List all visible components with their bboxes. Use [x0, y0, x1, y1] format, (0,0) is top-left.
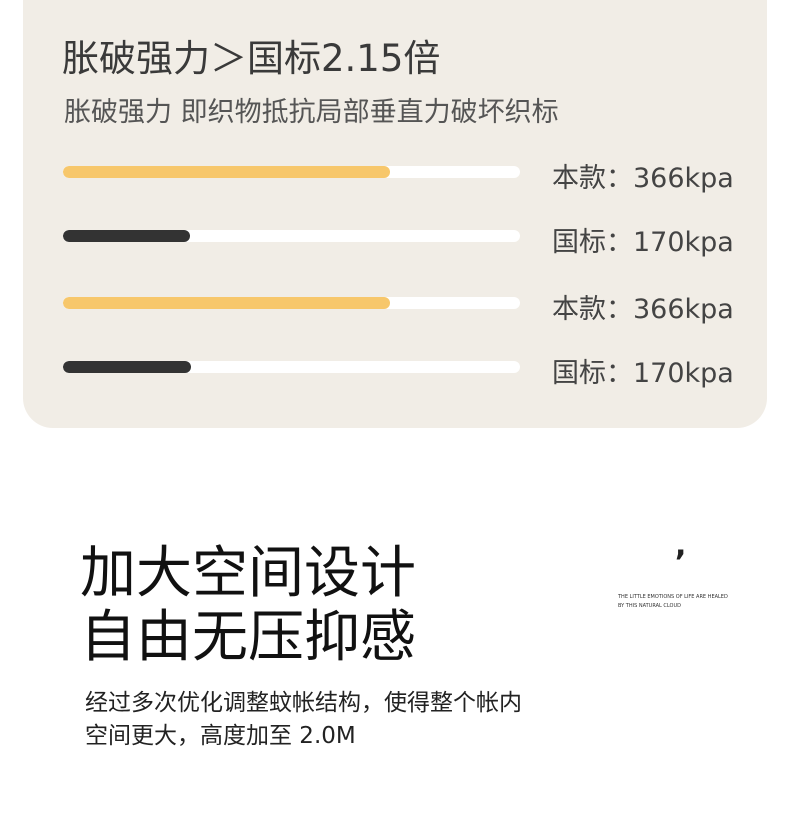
strength-card	[23, 0, 767, 428]
bar-fill	[63, 361, 191, 373]
headline: 自由无压抑感	[80, 605, 416, 670]
title: 胀破强力＞国标2.15倍	[62, 37, 441, 80]
subtitle: 胀破强力 即织物抵抗局部垂直力破坏织标	[64, 97, 559, 128]
body-text: 经过多次优化调整蚊帐结构，使得整个帐内	[85, 690, 522, 716]
row-label: 国标：170kpa	[552, 227, 734, 258]
bar-track	[63, 166, 520, 178]
headline: 加大空间设计	[80, 541, 416, 606]
bar-track	[63, 230, 520, 242]
bar-fill	[63, 297, 390, 309]
row-label: 本款：366kpa	[552, 294, 734, 325]
quote-text: THE LITTLE EMOTIONS OF LIFE ARE HEALED	[618, 594, 728, 600]
body-text: 空间更大，高度加至 2.0M	[85, 723, 356, 749]
bar-track	[63, 297, 520, 309]
bar-track	[63, 361, 520, 373]
row-label: 本款：366kpa	[552, 163, 734, 194]
row-label: 国标：170kpa	[552, 358, 734, 389]
bar-fill	[63, 166, 390, 178]
bar-fill	[63, 230, 190, 242]
quote-mark: ,	[675, 528, 687, 563]
quote-text: BY THIS NATURAL CLOUD	[618, 603, 681, 609]
